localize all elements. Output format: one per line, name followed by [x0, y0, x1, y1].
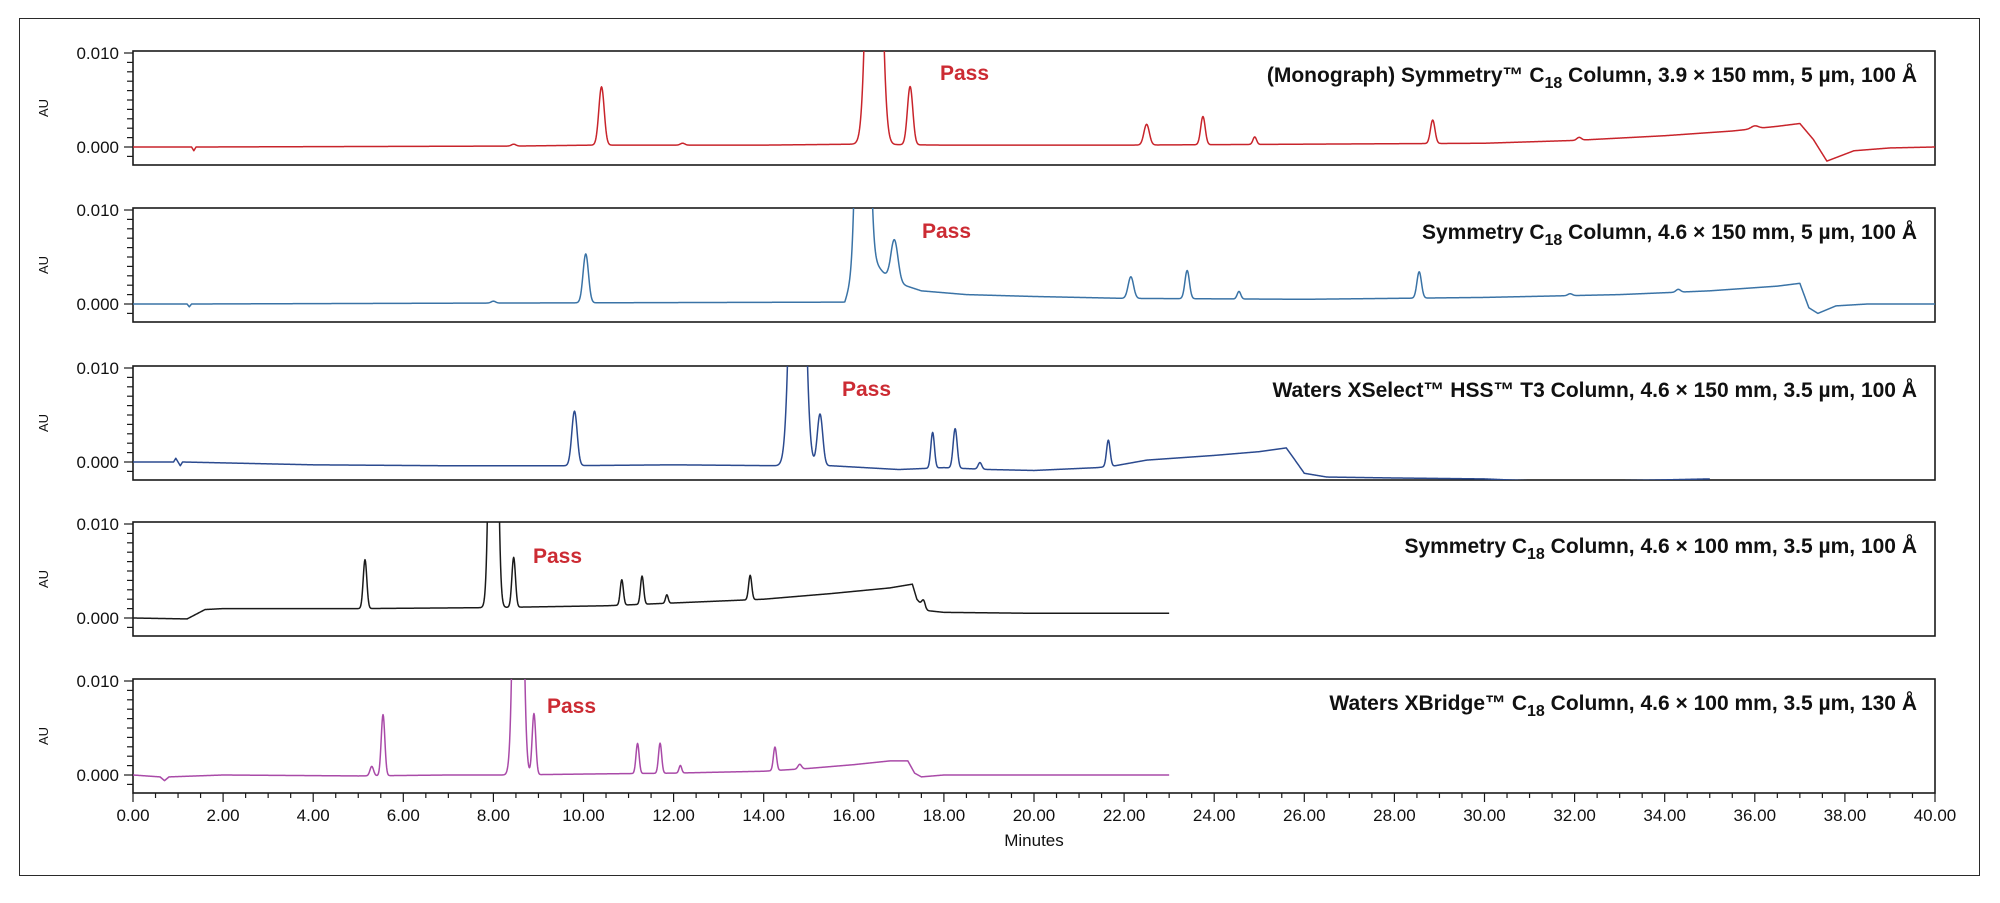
panel-frame — [132, 207, 1936, 323]
x-tick-label: 24.00 — [1193, 806, 1236, 825]
panel-frame — [132, 521, 1936, 637]
pass-annotation: Pass — [922, 220, 971, 243]
y-tick-label: 0.010 — [76, 44, 119, 63]
chromatogram-trace — [133, 679, 1170, 782]
panel-frame — [132, 365, 1936, 481]
x-tick-label: 38.00 — [1824, 806, 1867, 825]
x-tick-label: 18.00 — [923, 806, 966, 825]
chromatogram-panel: 0.010 0.000 AU Symmetry C18 Column, 4.6 × 1… — [36, 201, 1936, 323]
pass-annotation: Pass — [842, 378, 891, 401]
x-axis: 0.00 2.00 4.00 6.00 8.00 10.00 12.00 14.00 16.00… — [116, 793, 1956, 850]
y-tick-label: 0.000 — [76, 138, 119, 157]
x-tick-label: 20.00 — [1013, 806, 1056, 825]
column-title: Waters XBridge™ C18 Column, 4.6 × 100 mm… — [1329, 691, 1917, 720]
y-tick-label: 0.000 — [76, 766, 119, 785]
chromatogram-panel: 0.010 0.000 AU (Monograph) Symmetry™ C18 Co… — [36, 44, 1936, 166]
chromatogram-trace — [133, 51, 1935, 162]
chromatogram-panel: 0.010 0.000 AU Symmetry C18 Column, 4.6 × 1… — [36, 515, 1936, 637]
chromatogram-trace — [133, 366, 1711, 480]
panel-frame — [132, 50, 1936, 166]
y-tick-label: 0.010 — [76, 515, 119, 534]
x-tick-label: 22.00 — [1103, 806, 1146, 825]
y-axis-label: AU — [36, 256, 51, 274]
chromatogram-trace — [133, 522, 1170, 620]
x-axis-label: Minutes — [1004, 831, 1064, 850]
x-tick-label: 26.00 — [1283, 806, 1326, 825]
x-tick-label: 36.00 — [1734, 806, 1777, 825]
pass-annotation: Pass — [940, 62, 989, 85]
y-axis-label: AU — [36, 570, 51, 588]
x-tick-label: 16.00 — [833, 806, 876, 825]
figure-frame — [19, 18, 1980, 876]
y-axis-label: AU — [36, 414, 51, 432]
column-title: Symmetry C18 Column, 4.6 × 100 mm, 3.5 µ… — [1404, 534, 1917, 563]
y-axis-label: AU — [36, 99, 51, 117]
x-tick-label: 32.00 — [1553, 806, 1596, 825]
x-tick-label: 12.00 — [652, 806, 695, 825]
y-tick-label: 0.000 — [76, 453, 119, 472]
y-tick-label: 0.000 — [76, 295, 119, 314]
x-tick-label: 30.00 — [1463, 806, 1506, 825]
y-tick-label: 0.000 — [76, 609, 119, 628]
chromatogram-panel: 0.010 0.000 AU Waters XSelect™ HSS™ T3 Colu… — [36, 359, 1936, 481]
pass-annotation: Pass — [533, 545, 582, 568]
chromatogram-panel: 0.010 0.000 AU Waters XBridge™ C18 Column, … — [36, 672, 1936, 794]
pass-annotation: Pass — [547, 695, 596, 718]
y-tick-label: 0.010 — [76, 359, 119, 378]
y-tick-label: 0.010 — [76, 672, 119, 691]
x-tick-label: 8.00 — [477, 806, 510, 825]
column-title: Symmetry C18 Column, 4.6 × 150 mm, 5 µm,… — [1422, 220, 1917, 249]
column-title: (Monograph) Symmetry™ C18 Column, 3.9 × … — [1267, 63, 1917, 92]
x-tick-label: 6.00 — [387, 806, 420, 825]
x-tick-label: 14.00 — [742, 806, 785, 825]
x-tick-label: 10.00 — [562, 806, 605, 825]
x-tick-label: 4.00 — [297, 806, 330, 825]
x-tick-label: 40.00 — [1914, 806, 1957, 825]
column-title: Waters XSelect™ HSS™ T3 Column, 4.6 × 15… — [1273, 378, 1918, 402]
x-tick-label: 28.00 — [1373, 806, 1416, 825]
x-tick-label: 34.00 — [1643, 806, 1686, 825]
y-axis-label: AU — [36, 727, 51, 745]
chromatogram-trace — [133, 208, 1935, 315]
y-tick-label: 0.010 — [76, 201, 119, 220]
x-tick-label: 0.00 — [116, 806, 149, 825]
x-tick-label: 2.00 — [207, 806, 240, 825]
